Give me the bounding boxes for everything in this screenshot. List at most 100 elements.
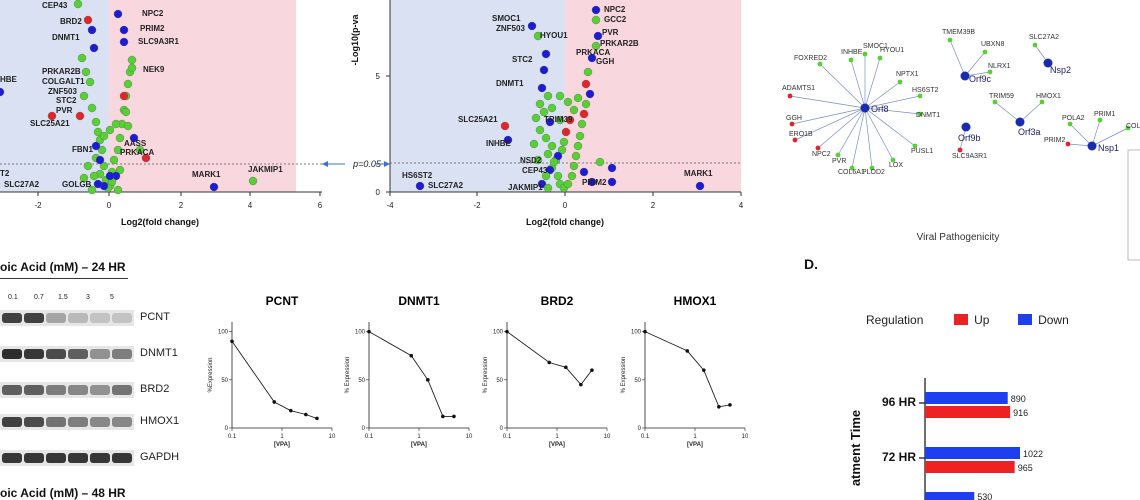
line-plot-point xyxy=(717,405,721,409)
bar-chart-value-label: 890 xyxy=(1011,394,1026,404)
line-plot-ytick-label: 0 xyxy=(500,426,504,432)
network-hub-node xyxy=(860,103,870,113)
volcano-right-point xyxy=(539,65,549,75)
line-plot-point xyxy=(505,329,509,334)
network-gene-label: SLC9A3R1 xyxy=(952,153,987,160)
volcano-left-point xyxy=(87,25,97,35)
volcano-right-point xyxy=(541,49,551,59)
blot-band xyxy=(2,453,22,463)
network-gene-node xyxy=(869,165,875,171)
blot-band xyxy=(68,453,88,463)
volcano-right-point xyxy=(695,181,705,191)
bar-chart-bar xyxy=(925,392,1008,404)
line-plot-point xyxy=(547,360,552,365)
bar-chart-value-label: 916 xyxy=(1013,408,1028,418)
volcano-right-point xyxy=(533,155,543,165)
volcano-left-point xyxy=(119,91,129,101)
network-gene-label: HYOU1 xyxy=(880,47,904,54)
blot-band-row xyxy=(0,382,134,398)
volcano-right-ylabel: -Log10(p-va xyxy=(350,14,360,66)
network-hub-node xyxy=(1015,117,1025,127)
line-plot-point xyxy=(579,382,583,387)
bar-chart-bar xyxy=(925,406,1011,418)
network-hub-label: Orf8 xyxy=(871,104,889,114)
volcano-right-point xyxy=(533,31,543,41)
network-edge xyxy=(791,107,866,125)
volcano-left-point xyxy=(135,145,145,155)
line-plot-point xyxy=(564,365,568,370)
line-plot-title: DNMT1 xyxy=(398,294,440,308)
network-gene-node xyxy=(817,61,823,67)
volcano-left-gene-label: STC2 xyxy=(56,96,77,105)
network-gene-node xyxy=(1039,99,1045,105)
line-plot-series xyxy=(231,341,318,419)
network-edge xyxy=(864,107,921,115)
volcano-right-point xyxy=(581,99,591,109)
volcano-right-gene-label: PRKAR2B xyxy=(600,39,639,48)
volcano-right-point xyxy=(537,179,547,189)
line-plot-point xyxy=(685,349,690,353)
volcano-left-gene-label: SLC9A3R1 xyxy=(138,37,179,46)
volcano-right-point xyxy=(559,137,569,147)
volcano-left-gene-label: NPC2 xyxy=(142,9,164,18)
volcano-right-point xyxy=(555,91,565,101)
volcano-right-gene-label: HYOU1 xyxy=(540,31,568,40)
volcano-left-point xyxy=(91,141,101,151)
volcano-left-point xyxy=(83,15,93,25)
network-edge xyxy=(789,95,866,109)
network-gene-node xyxy=(917,111,923,117)
network-hub-node xyxy=(1087,141,1097,151)
volcano-left-point xyxy=(105,171,115,181)
network-edge xyxy=(851,107,866,169)
volcano-left-point xyxy=(87,185,97,195)
blot-band-row xyxy=(0,346,134,362)
volcano-left-gene-label: SLC27A2 xyxy=(4,180,40,189)
volcano-right-point xyxy=(577,119,587,129)
network-edge xyxy=(864,57,881,109)
volcano-left-point xyxy=(47,111,57,121)
volcano-right-ytick-label: 0 xyxy=(376,188,381,197)
network-edge xyxy=(864,95,921,109)
volcano-left-xlabel: Log2(fold change) xyxy=(121,217,199,227)
blot-concentration-label: 0.7 xyxy=(34,294,44,301)
blot-title-underline xyxy=(0,258,128,279)
volcano-right-point xyxy=(573,93,583,103)
volcano-right-gene-label: INHBE xyxy=(486,139,512,148)
volcano-left-point xyxy=(97,145,107,155)
volcano-left-point xyxy=(105,125,115,135)
blot-band xyxy=(90,417,110,427)
blot-concentration-label: 5 xyxy=(110,294,114,301)
network-gene-label: HMOX1 xyxy=(1036,93,1061,100)
volcano-right-gene-label: NSD2 xyxy=(520,156,542,165)
line-plot-point xyxy=(289,408,293,413)
network-gene-label: POLA2 xyxy=(1062,115,1085,122)
volcano-right-xtick-label: 0 xyxy=(563,201,568,210)
network-hub-label: Nsp1 xyxy=(1098,143,1119,153)
volcano-left-point xyxy=(95,155,105,165)
volcano-left-point xyxy=(119,25,129,35)
volcano-left-gene-label: AASS xyxy=(124,139,147,148)
volcano-left-gene-label: PRKACA xyxy=(120,148,154,157)
network-edge xyxy=(964,51,986,77)
volcano-right-xtick-label: -4 xyxy=(386,201,394,210)
volcano-right-point xyxy=(591,41,601,51)
volcano-left-point xyxy=(73,0,83,9)
network-edge xyxy=(819,63,866,109)
volcano-left-point xyxy=(115,165,125,175)
volcano-right-xtick-label: 4 xyxy=(739,201,744,210)
line-plot-ytick-label: 50 xyxy=(496,378,503,384)
volcano-right-point xyxy=(547,141,557,151)
line-plot-xtick-label: 0.1 xyxy=(503,434,512,440)
blot-band xyxy=(46,385,66,395)
volcano-right-point xyxy=(607,177,617,187)
network-hub-node xyxy=(960,71,970,81)
volcano-right-gene-label: STC2 xyxy=(512,55,533,64)
network-gene-label: NPTX1 xyxy=(896,71,919,78)
line-plot-xtick-label: 10 xyxy=(742,434,749,440)
volcano-right-point xyxy=(565,115,575,125)
line-plot-point xyxy=(452,414,456,419)
network-gene-label: HS6ST2 xyxy=(912,87,939,94)
line-plot-xtick-label: 1 xyxy=(417,434,421,440)
line-plot-point xyxy=(230,339,234,344)
